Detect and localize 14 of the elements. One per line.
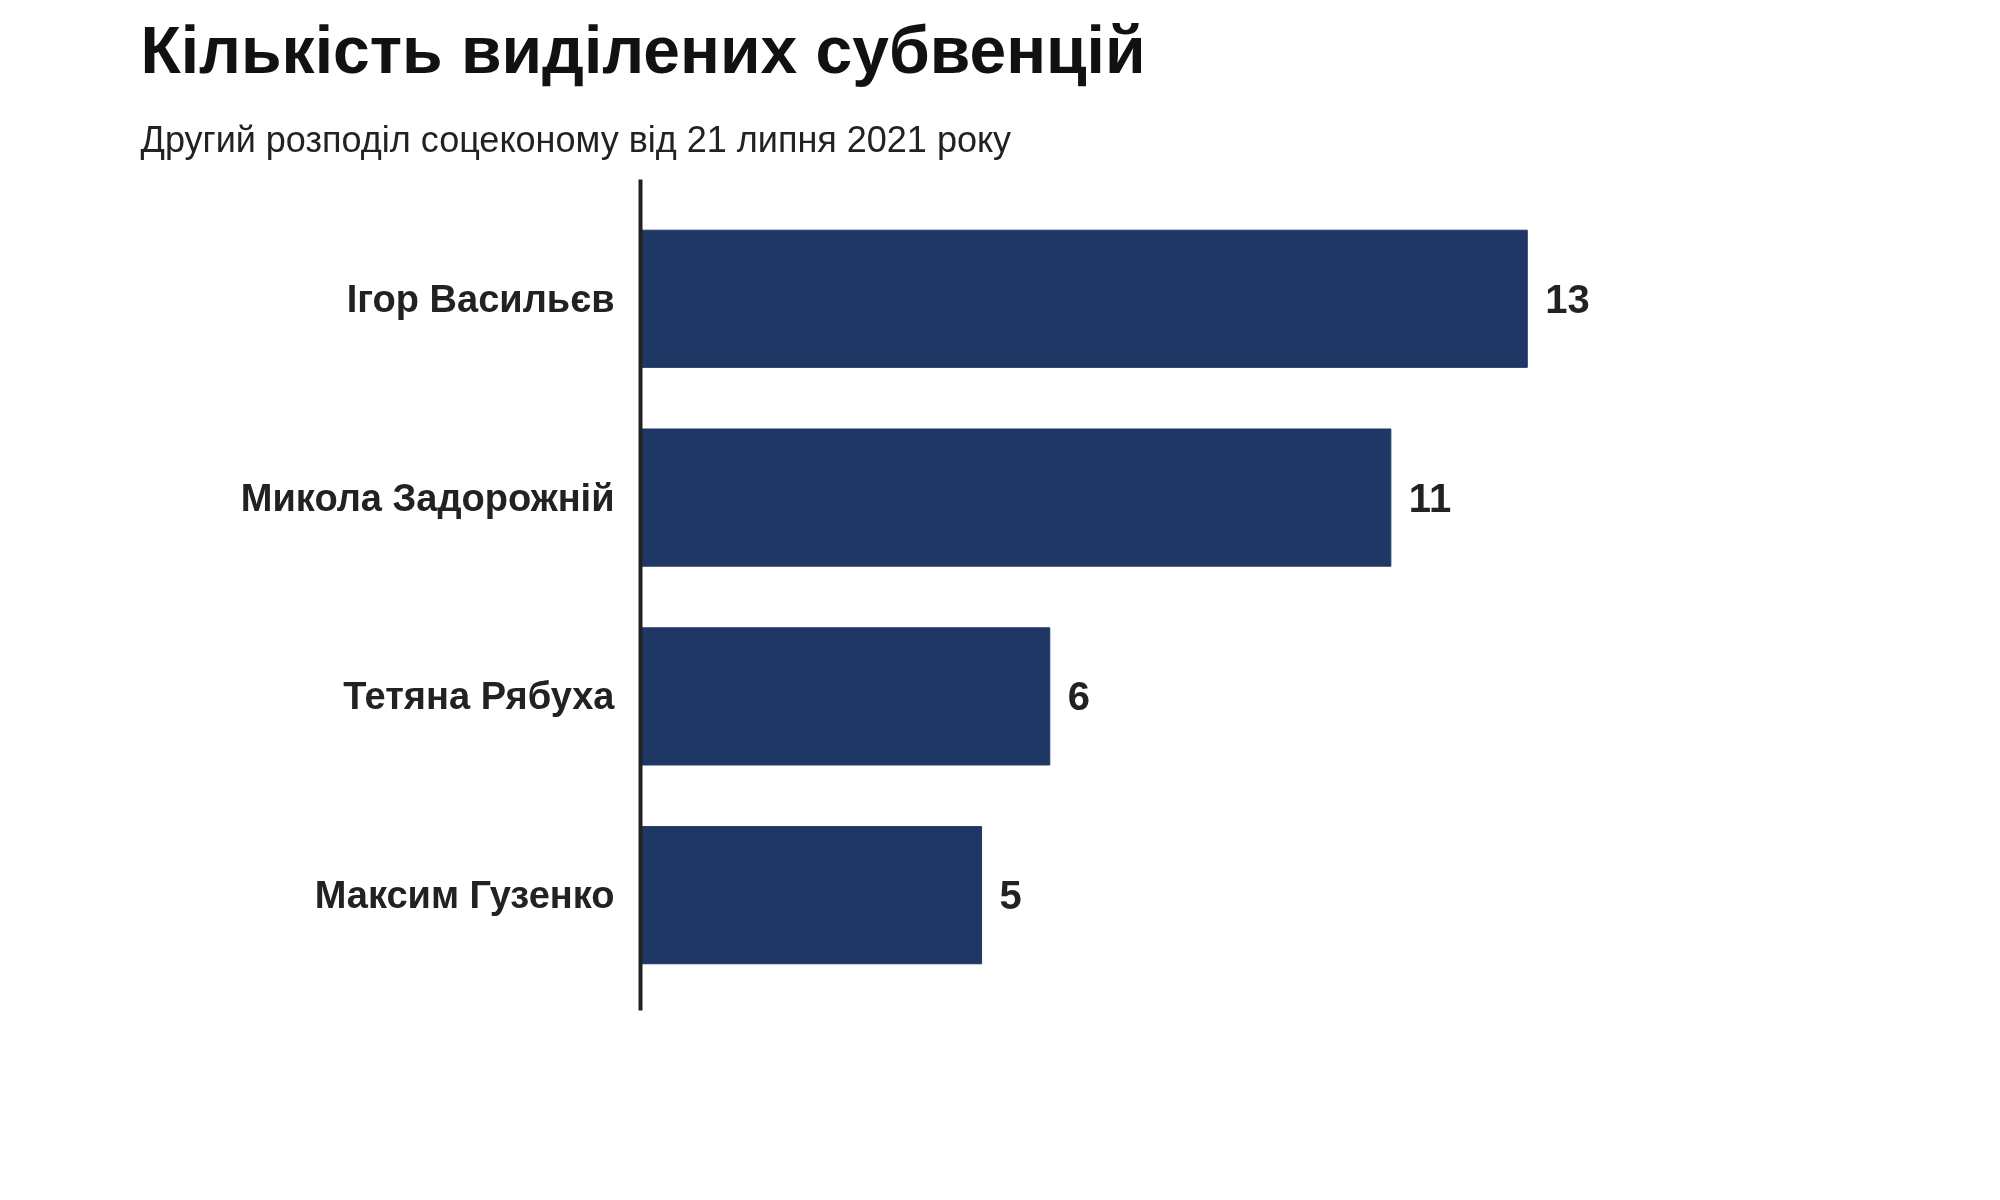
data-label: 11 — [1408, 475, 1452, 520]
y-tick-label: Тетяна Рябуха — [343, 675, 616, 718]
chart-title: Кількість виділених субвенцій — [140, 12, 1146, 87]
bar — [640, 627, 1051, 766]
data-label: 5 — [999, 873, 1022, 918]
bar — [640, 826, 983, 965]
bar — [640, 428, 1392, 567]
y-tick-label: Ігор Васильєв — [346, 277, 615, 320]
data-label: 13 — [1545, 276, 1590, 321]
chart-subtitle: Другий розподіл соцеконому від 21 липня 2021 року — [140, 118, 1012, 160]
y-tick-label: Микола Задорожній — [240, 476, 615, 519]
y-tick-label: Максим Гузенко — [314, 874, 615, 917]
bar — [640, 229, 1528, 368]
data-label: 6 — [1067, 674, 1091, 719]
